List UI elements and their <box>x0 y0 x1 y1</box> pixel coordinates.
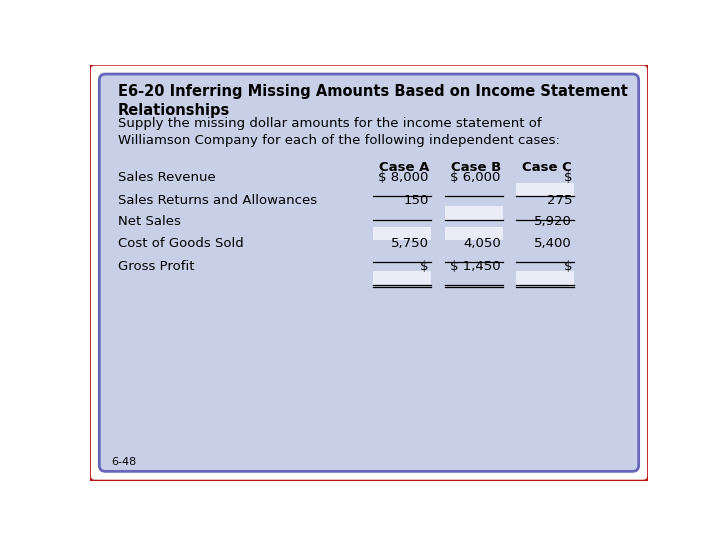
Text: Supply the missing dollar amounts for the income statement of
Williamson Company: Supply the missing dollar amounts for th… <box>118 117 559 147</box>
Bar <box>445 226 503 240</box>
Text: $ 8,000: $ 8,000 <box>378 171 428 184</box>
Text: Gross Profit: Gross Profit <box>118 260 194 273</box>
Text: $: $ <box>564 260 572 273</box>
Text: $ 1,450: $ 1,450 <box>450 260 500 273</box>
Bar <box>516 271 575 285</box>
Text: Sales Revenue: Sales Revenue <box>118 171 216 184</box>
Text: E6-20 Inferring Missing Amounts Based on Income Statement
Relationships: E6-20 Inferring Missing Amounts Based on… <box>118 84 628 118</box>
Bar <box>445 206 503 220</box>
FancyBboxPatch shape <box>99 74 639 471</box>
Bar <box>373 271 431 285</box>
Text: 4,050: 4,050 <box>463 237 500 249</box>
Bar <box>516 183 575 197</box>
Text: Case A: Case A <box>379 161 429 174</box>
Text: $: $ <box>420 260 428 273</box>
Text: Net Sales: Net Sales <box>118 215 181 228</box>
Text: Sales Returns and Allowances: Sales Returns and Allowances <box>118 194 317 207</box>
Text: Case C: Case C <box>523 161 572 174</box>
Text: 5,400: 5,400 <box>534 237 572 249</box>
Text: Case B: Case B <box>451 161 501 174</box>
Text: 5,920: 5,920 <box>534 215 572 228</box>
Text: 5,750: 5,750 <box>391 237 428 249</box>
Text: $ 6,000: $ 6,000 <box>451 171 500 184</box>
Text: 6-48: 6-48 <box>112 457 137 467</box>
FancyBboxPatch shape <box>89 63 649 482</box>
Text: 275: 275 <box>546 194 572 207</box>
Text: $: $ <box>564 171 572 184</box>
Text: Cost of Goods Sold: Cost of Goods Sold <box>118 237 243 249</box>
Bar <box>373 226 431 240</box>
Text: 150: 150 <box>403 194 428 207</box>
